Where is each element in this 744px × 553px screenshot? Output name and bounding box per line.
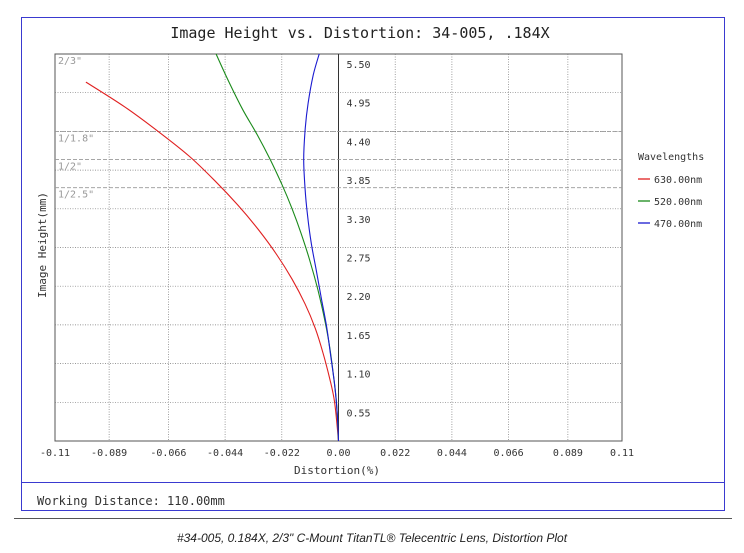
working-distance-label: Working Distance: 110.00mm: [37, 494, 225, 508]
x-tick-label: 0.00: [326, 448, 350, 459]
sensor-marker-label: 1/1.8": [58, 133, 94, 144]
y-tick-label: 4.40: [347, 137, 371, 148]
y-tick-label: 3.85: [347, 176, 371, 187]
series-line: [85, 81, 340, 442]
x-tick-label: -0.089: [91, 448, 127, 459]
caption-rule: [14, 518, 732, 519]
x-axis-label: Distortion(%): [294, 464, 380, 477]
sensor-marker-label: 1/2.5": [58, 190, 94, 201]
x-tick-label: -0.022: [264, 448, 300, 459]
footer-separator: [22, 482, 724, 483]
x-tick-label: 0.066: [494, 448, 524, 459]
y-tick-label: 1.10: [347, 370, 371, 381]
y-tick-label: 1.65: [347, 331, 371, 342]
chart-title: Image Height vs. Distortion: 34-005, .18…: [170, 24, 549, 42]
x-tick-label: 0.11: [610, 448, 634, 459]
y-tick-label: 3.30: [347, 215, 371, 226]
y-tick-label: 2.20: [347, 292, 371, 303]
legend-entry: 470.00nm: [654, 219, 702, 230]
y-tick-label: 4.95: [347, 99, 371, 110]
figure-caption: #34-005, 0.184X, 2/3" C-Mount TitanTL® T…: [176, 531, 568, 545]
legend-title: Wavelengths: [638, 152, 704, 163]
x-tick-label: -0.11: [40, 448, 70, 459]
sensor-marker-label: 1/2": [58, 162, 82, 173]
y-tick-label: 5.50: [347, 60, 371, 71]
y-tick-label: 2.75: [347, 254, 371, 265]
legend-entry: 630.00nm: [654, 175, 702, 186]
y-tick-label: 0.55: [347, 408, 371, 419]
y-axis-label: Image Height(mm): [36, 192, 49, 298]
x-tick-label: 0.022: [380, 448, 410, 459]
x-tick-label: -0.044: [207, 448, 243, 459]
x-tick-label: -0.066: [150, 448, 186, 459]
chart-frame: Working Distance: 110.00mm: [21, 17, 725, 511]
legend-entry: 520.00nm: [654, 197, 702, 208]
series-line: [303, 53, 340, 442]
x-tick-label: 0.044: [437, 448, 467, 459]
sensor-marker-label: 2/3": [58, 56, 82, 67]
x-tick-label: 0.089: [553, 448, 583, 459]
